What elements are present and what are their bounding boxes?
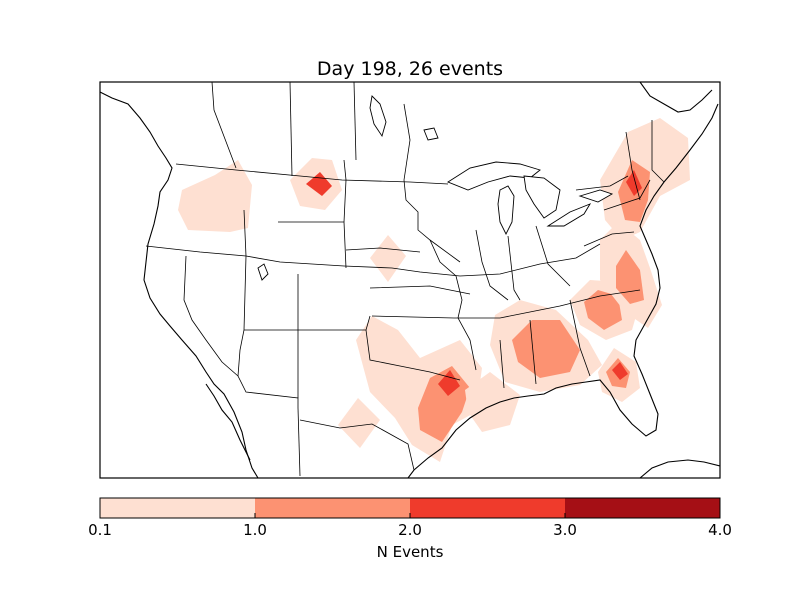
colorbar-segment bbox=[100, 498, 255, 518]
coastline-west bbox=[100, 91, 259, 478]
hotspot-montana bbox=[290, 158, 342, 210]
colorbar: 0.1 1.0 2.0 3.0 4.0 N Events bbox=[88, 497, 732, 561]
colorbar-tick-label: 3.0 bbox=[553, 521, 577, 539]
colorbar-ticks: 0.1 1.0 2.0 3.0 4.0 bbox=[88, 513, 732, 539]
map-title: Day 198, 26 events bbox=[317, 58, 503, 80]
state-border-layer bbox=[145, 82, 665, 477]
coastline-mexico-south bbox=[639, 459, 720, 478]
hotspot-florida bbox=[598, 348, 640, 402]
coastline-gulf bbox=[407, 103, 719, 478]
colorbar-segment bbox=[255, 498, 410, 518]
great-salt-lake bbox=[257, 263, 269, 281]
hotspot-louisiana bbox=[465, 372, 520, 432]
hotspot-gulf-coast bbox=[490, 300, 602, 392]
hotspot-texas bbox=[356, 316, 482, 462]
colorbar-segment bbox=[565, 498, 720, 518]
lake-huron bbox=[523, 175, 561, 219]
lake-winnipeg bbox=[369, 95, 387, 138]
colorbar-segments bbox=[100, 498, 720, 518]
lakes-layer bbox=[257, 95, 614, 281]
map-panel bbox=[99, 81, 721, 479]
coastline-baja bbox=[205, 383, 251, 461]
hotspot-nebraska bbox=[370, 235, 406, 282]
colorbar-tick-label: 1.0 bbox=[243, 521, 267, 539]
lake-of-the-woods bbox=[423, 127, 439, 141]
colorbar-tick-label: 4.0 bbox=[708, 521, 732, 539]
lake-ontario bbox=[578, 189, 614, 203]
hotspot-pacific-northwest bbox=[178, 160, 252, 232]
colorbar-segment bbox=[410, 498, 565, 518]
colorbar-tick-label: 0.1 bbox=[88, 521, 112, 539]
event-density-layer bbox=[178, 118, 690, 462]
lake-michigan bbox=[497, 185, 515, 236]
coastline-layer bbox=[100, 82, 720, 478]
hotspot-west-texas bbox=[338, 398, 380, 448]
hotspot-northeast bbox=[600, 118, 690, 240]
lake-erie bbox=[546, 203, 592, 227]
colorbar-tick-label: 2.0 bbox=[398, 521, 422, 539]
colorbar-label: N Events bbox=[377, 543, 444, 561]
coastline-north-atlantic bbox=[639, 82, 713, 113]
map-frame bbox=[99, 81, 721, 479]
lake-superior bbox=[447, 161, 541, 191]
